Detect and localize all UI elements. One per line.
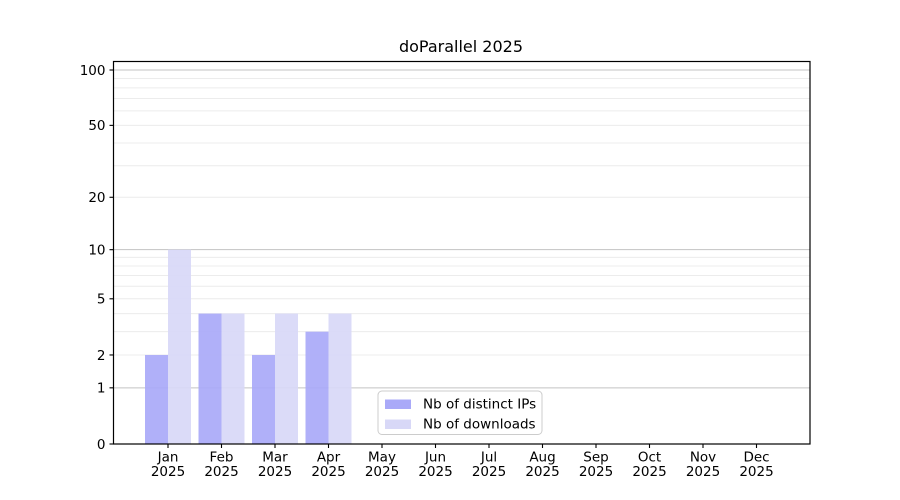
bar-jan-distinct-ips [145,354,168,444]
x-tick-label-year: 2025 [204,464,238,480]
x-tick-label-month: Jun [424,450,446,466]
x-tick-label-month: Sep [583,450,608,466]
bar-mar-downloads [275,313,298,444]
bar-jan-downloads [168,249,191,444]
x-tick-label-year: 2025 [311,464,345,480]
x-axis-labels: Jan2025Feb2025Mar2025Apr2025May2025Jun20… [151,450,774,481]
legend-swatch-distinct-ips [385,399,411,409]
x-tick-label-year: 2025 [418,464,452,480]
y-tick-label: 20 [88,190,105,206]
x-tick-label-year: 2025 [258,464,292,480]
y-tick-label: 10 [88,242,105,258]
chart-title: doParallel 2025 [399,37,523,56]
x-tick-label-month: Oct [638,450,661,466]
legend: Nb of distinct IPs Nb of downloads [377,390,543,435]
x-tick-label-year: 2025 [739,464,773,480]
bar-apr-distinct-ips [305,331,329,444]
x-tick-label-year: 2025 [579,464,613,480]
x-tick-label-month: Nov [690,450,716,466]
x-tick-label-month: Apr [317,450,341,466]
bar-feb-downloads [221,313,245,444]
y-tick-label: 5 [97,292,106,308]
bar-apr-downloads [328,313,352,444]
bar-feb-distinct-ips [198,313,222,444]
x-tick-label-year: 2025 [632,464,666,480]
x-tick-label-year: 2025 [686,464,720,480]
y-tick-label: 50 [88,118,105,134]
x-tick-label-month: Jan [157,450,179,466]
legend-label-downloads: Nb of downloads [423,417,536,433]
y-tick-label: 100 [80,63,106,79]
gridlines-layer [113,69,810,389]
bars-layer [145,249,352,444]
y-tick-label: 2 [97,348,106,364]
x-tick-label-month: Aug [529,450,555,466]
plot-frame [112,60,811,445]
x-tick-label-month: Feb [210,450,234,466]
x-tick-label-year: 2025 [151,464,185,480]
x-tick-label-month: Jul [480,450,497,466]
x-tick-label-month: Mar [262,450,288,466]
legend-swatch-downloads [385,419,411,429]
x-tick-label-year: 2025 [365,464,399,480]
x-tick-label-year: 2025 [472,464,506,480]
y-tick-label: 0 [97,437,106,453]
x-tick-label-month: May [368,450,396,466]
x-tick-label-month: Dec [743,450,769,466]
x-tick-label-year: 2025 [525,464,559,480]
y-tick-label: 1 [97,381,106,397]
axes-layer [109,60,811,448]
y-axis-labels: 0 1 2 5 10 20 50 100 [80,63,106,453]
bar-mar-distinct-ips [252,354,275,444]
legend-box [377,390,543,435]
legend-label-distinct-ips: Nb of distinct IPs [423,397,536,413]
